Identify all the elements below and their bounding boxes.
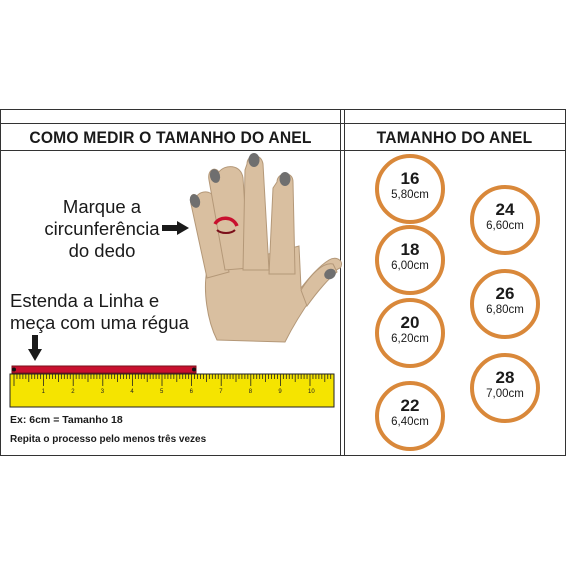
ruler: 1 2 3 4 5 6 7 8 9 10 (9, 365, 335, 408)
arrow-right-icon (162, 221, 189, 235)
ruler-label: 5 (160, 389, 164, 395)
size-number: 26 (495, 284, 515, 303)
ruler-label: 6 (190, 389, 194, 395)
size-number: 22 (400, 396, 420, 415)
divider-column-b (344, 109, 345, 456)
size-circle-22: 22 6,40cm (375, 381, 445, 451)
ruler-label: 3 (101, 389, 105, 395)
size-circle-24: 24 6,60cm (470, 185, 540, 255)
size-circle-26: 26 6,80cm (470, 269, 540, 339)
size-number: 28 (495, 368, 515, 387)
ruler-label: 7 (219, 389, 223, 395)
hand-illustration (189, 153, 343, 343)
instruction-mark-line: circunferência (44, 218, 160, 239)
instruction-mark: Marque a circunferência do dedo (38, 196, 166, 262)
size-circle-18: 18 6,00cm (375, 225, 445, 295)
size-circumference: 6,40cm (391, 416, 429, 428)
size-number: 24 (495, 200, 515, 219)
size-circle-16: 16 5,80cm (375, 154, 445, 224)
divider-header (0, 150, 566, 151)
ruler-label: 9 (278, 389, 282, 395)
size-circumference: 6,20cm (391, 333, 429, 345)
example-text: Ex: 6cm = Tamanho 18 (10, 414, 123, 426)
size-circumference: 6,80cm (486, 304, 524, 316)
size-number: 20 (400, 313, 420, 332)
instruction-mark-line: do dedo (68, 240, 136, 261)
size-circumference: 7,00cm (486, 388, 524, 400)
instruction-line-line: Estenda a Linha e (10, 290, 160, 311)
ruler-label: 8 (249, 389, 253, 395)
arrow-down-icon (28, 335, 42, 361)
ruler-label: 4 (130, 389, 134, 395)
instruction-line: Estenda a Linha e meça com uma régua (10, 290, 189, 334)
size-circumference: 5,80cm (391, 189, 429, 201)
size-circumference: 6,60cm (486, 220, 524, 232)
divider-column-a (340, 109, 341, 456)
ruler-label: 1 (42, 389, 46, 395)
instruction-mark-line: Marque a (62, 196, 142, 217)
size-circle-28: 28 7,00cm (470, 353, 540, 423)
size-number: 18 (400, 240, 420, 259)
instruction-line-line: meça com uma régua (10, 312, 189, 333)
ring-size-header: TAMANHO DO ANEL (376, 128, 533, 147)
finger-mark (213, 216, 239, 227)
divider-top (0, 123, 566, 124)
size-circle-20: 20 6,20cm (375, 298, 445, 368)
size-circumference: 6,00cm (391, 260, 429, 272)
ruler-label: 2 (71, 389, 75, 395)
ruler-label: 10 (308, 389, 315, 395)
size-number: 16 (400, 169, 420, 188)
how-to-measure-header: COMO MEDIR O TAMANHO DO ANEL (29, 128, 312, 147)
repeat-note: Repita o processo pelo menos três vezes (10, 434, 207, 445)
table-frame (0, 109, 566, 456)
